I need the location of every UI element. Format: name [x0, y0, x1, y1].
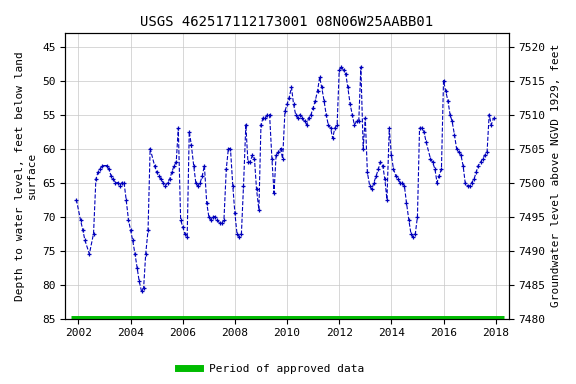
Title: USGS 462517112173001 08N06W25AABB01: USGS 462517112173001 08N06W25AABB01: [141, 15, 434, 29]
Y-axis label: Depth to water level, feet below land
surface: Depth to water level, feet below land su…: [15, 51, 37, 301]
Legend: Period of approved data: Period of approved data: [173, 359, 368, 379]
Y-axis label: Groundwater level above NGVD 1929, feet: Groundwater level above NGVD 1929, feet: [551, 44, 561, 307]
